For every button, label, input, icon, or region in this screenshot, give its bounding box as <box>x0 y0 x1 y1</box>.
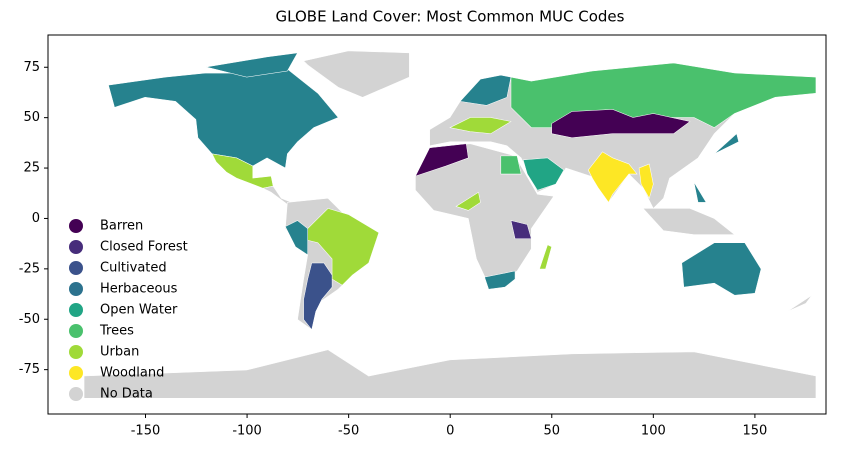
x-tick-label: -50 <box>338 424 359 439</box>
australia <box>681 242 762 296</box>
legend-label: Open Water <box>100 303 178 318</box>
map <box>83 50 817 399</box>
y-tick-label: 75 <box>23 60 40 75</box>
argentina <box>303 262 333 331</box>
brazil <box>301 208 380 286</box>
y-tick-label: 25 <box>23 161 40 176</box>
new-zealand <box>787 295 813 312</box>
arabia <box>522 157 565 191</box>
indonesia <box>642 208 736 235</box>
japan <box>714 133 739 155</box>
land <box>83 50 817 399</box>
europe <box>449 117 512 134</box>
axes-frame <box>47 34 827 415</box>
egypt <box>500 155 522 175</box>
legend-marker <box>69 282 83 296</box>
legend-label: Trees <box>99 324 134 339</box>
legend-label: No Data <box>100 387 153 402</box>
nigeria <box>455 191 481 211</box>
x-tick-label: 50 <box>543 424 560 439</box>
legend-label: Urban <box>100 345 139 360</box>
y-tick-label: 50 <box>23 110 40 125</box>
x-tick-label: -100 <box>232 424 262 439</box>
north-america <box>108 68 339 169</box>
legend-label: Barren <box>100 219 143 234</box>
legend-marker <box>69 366 83 380</box>
central-asia <box>551 109 691 138</box>
legend-label: Woodland <box>100 366 164 381</box>
peru <box>284 220 308 256</box>
india <box>587 151 638 203</box>
africa <box>415 143 555 290</box>
legend-label: Closed Forest <box>100 240 188 255</box>
y-tick-label: -50 <box>19 312 40 327</box>
scandinavia <box>459 74 512 106</box>
central-america <box>262 185 293 205</box>
y-tick-label: -75 <box>19 362 40 377</box>
legend-label: Cultivated <box>100 261 167 276</box>
legend-marker <box>69 324 83 338</box>
x-tick-label: 0 <box>446 424 454 439</box>
philippines <box>693 182 707 203</box>
x-tick-label: 150 <box>742 424 767 439</box>
arctic-islands <box>205 52 298 78</box>
madagascar <box>539 244 552 270</box>
south-africa <box>484 270 516 290</box>
x-tick-label: 100 <box>641 424 666 439</box>
north-africa <box>414 143 469 177</box>
y-tick-label: -25 <box>19 261 40 276</box>
greenland <box>303 50 410 98</box>
legend-marker <box>69 387 83 401</box>
tanzania <box>510 220 532 239</box>
legend-marker <box>69 345 83 359</box>
x-tick-label: -150 <box>131 424 161 439</box>
legend-marker <box>69 261 83 275</box>
chart-title: GLOBE Land Cover: Most Common MUC Codes <box>276 8 625 26</box>
y-tick-label: 0 <box>32 211 40 226</box>
myanmar <box>638 163 654 199</box>
legend-label: Herbaceous <box>100 282 178 297</box>
legend-marker <box>69 303 83 317</box>
legend-marker <box>69 219 83 233</box>
antarctica <box>83 349 817 399</box>
legend-marker <box>69 240 83 254</box>
